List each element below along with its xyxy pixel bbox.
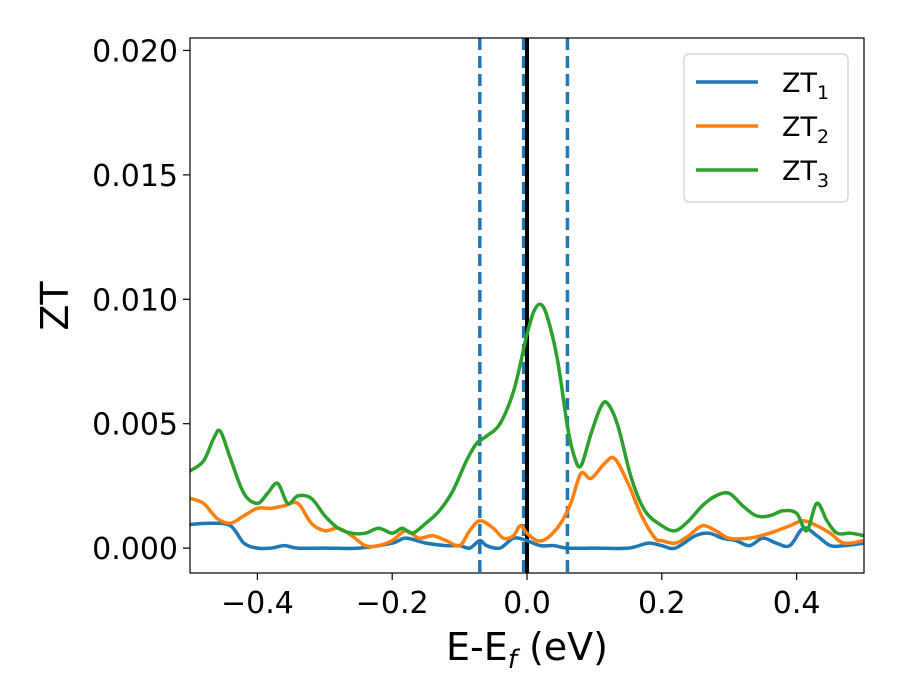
legend: ZT1 ZT2 ZT3	[683, 53, 849, 203]
x-tick-label: 0.4	[773, 586, 821, 621]
x-tick-label: −0.2	[356, 586, 429, 621]
legend-label-zt1: ZT1	[782, 68, 829, 104]
y-tick-label: 0.015	[92, 159, 178, 194]
series-lines	[190, 302, 864, 551]
vertical-reference-lines	[478, 38, 570, 573]
y-axis-ticks: 0.000 0.005 0.010 0.015 0.020	[92, 34, 190, 567]
y-axis-label: ZT	[33, 281, 77, 331]
y-tick-label: 0.020	[92, 34, 178, 69]
x-tick-label: −0.4	[221, 586, 294, 621]
x-axis-ticks: −0.4 −0.2 0.0 0.2 0.4	[221, 573, 820, 621]
x-tick-label: 0.2	[638, 586, 686, 621]
y-tick-label: 0.005	[92, 408, 178, 443]
series-line-zt2	[190, 455, 864, 549]
series-line-zt1	[190, 521, 864, 551]
x-tick-label: 0.0	[503, 586, 551, 621]
y-tick-label: 0.000	[92, 532, 178, 567]
x-axis-label: E-Ef (eV)	[446, 625, 608, 675]
series-line-zt3	[190, 302, 864, 538]
legend-label-zt3: ZT3	[782, 156, 829, 192]
legend-label-zt2: ZT2	[782, 112, 829, 148]
legend-frame	[683, 53, 849, 203]
y-tick-label: 0.010	[92, 283, 178, 318]
